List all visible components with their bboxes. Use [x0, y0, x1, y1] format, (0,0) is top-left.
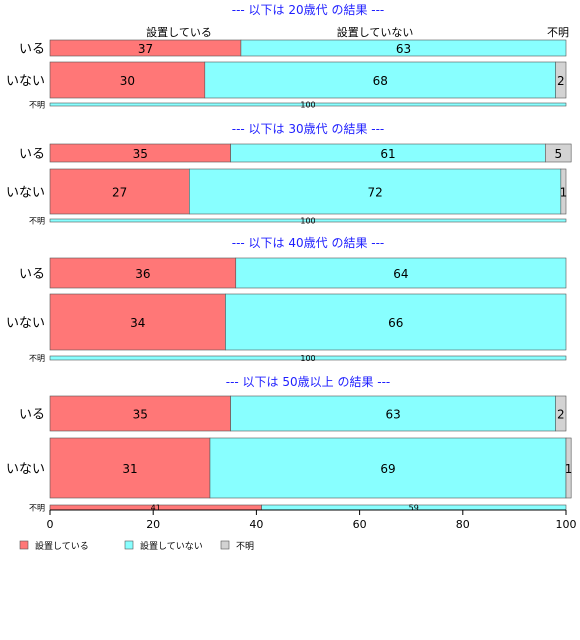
data-label-3-2-2: 66 [388, 316, 403, 330]
bar-segment-2-1-3 [545, 143, 572, 163]
data-label-2-3-2: 100 [300, 217, 315, 226]
data-label-3-1-2: 64 [393, 267, 408, 281]
data-label-1-2-3: 2 [557, 74, 565, 88]
bar-segment-4-1-1 [49, 395, 231, 432]
bar-segment-2-2-2 [189, 168, 562, 215]
data-label-2-1-1: 35 [133, 147, 148, 161]
data-label-1-3-2: 100 [300, 101, 315, 110]
bar-segment-4-2-1 [49, 437, 211, 499]
x-tick-label-60: 60 [353, 518, 367, 531]
row-label-3-1: いる [19, 267, 45, 282]
bar-segment-3-1-1 [49, 257, 237, 289]
bar-segment-4-1-2 [230, 395, 556, 432]
legend-swatch-3 [220, 540, 230, 550]
data-label-4-2-1: 31 [122, 462, 137, 476]
bar-segment-1-1-2 [240, 39, 567, 57]
data-label-4-3-2: 59 [409, 504, 419, 513]
row-label-3-2: いない [6, 316, 45, 331]
data-label-2-2-2: 72 [367, 186, 382, 200]
x-tick-label-0: 0 [47, 518, 54, 531]
data-label-2-1-3: 5 [554, 147, 562, 161]
row-label-1-2: いない [6, 74, 45, 89]
data-label-3-2-1: 34 [130, 316, 145, 330]
data-label-1-1-2: 63 [396, 42, 411, 56]
bar-segment-4-2-2 [209, 437, 567, 499]
data-label-1-2-2: 68 [373, 74, 388, 88]
data-label-4-2-3: 1 [565, 462, 573, 476]
header-label-1: 設置している [146, 25, 212, 39]
panel-title-4: --- 以下は 50歳以上 の結果 --- [226, 375, 391, 389]
bar-segment-3-2-2 [225, 293, 567, 351]
legend-label-2: 設置していない [140, 540, 203, 552]
legend-swatch-2 [124, 540, 134, 550]
data-label-1-1-1: 37 [138, 42, 153, 56]
legend-label-3: 不明 [236, 541, 254, 552]
row-label-3-3: 不明 [29, 354, 45, 363]
bar-segment-2-3-2 [49, 218, 567, 223]
bar-segment-1-2-1 [49, 61, 206, 99]
panel-title-3: --- 以下は 40歳代 の結果 --- [232, 236, 385, 250]
legend-swatch-1 [19, 540, 29, 550]
legend-label-1: 設置している [35, 540, 89, 552]
x-tick-label-100: 100 [556, 518, 577, 531]
bar-segment-3-3-2 [49, 355, 567, 361]
x-tick-label-80: 80 [456, 518, 470, 531]
row-label-4-2: いない [6, 462, 45, 477]
row-label-2-3: 不明 [29, 217, 45, 226]
data-label-1-2-1: 30 [120, 74, 135, 88]
bar-segment-2-2-3 [560, 168, 567, 215]
data-label-2-2-3: 1 [560, 186, 568, 200]
row-label-4-1: いる [19, 408, 45, 423]
data-label-4-2-2: 69 [380, 462, 395, 476]
x-tick-label-20: 20 [146, 518, 160, 531]
data-label-4-1-3: 2 [557, 408, 565, 422]
bar-segment-3-1-2 [235, 257, 567, 289]
row-label-4-3: 不明 [29, 504, 45, 513]
data-label-2-1-2: 61 [380, 147, 395, 161]
header-label-2: 設置していない [337, 25, 414, 39]
header-label-3: 不明 [547, 26, 569, 39]
bar-segment-1-2-3 [555, 61, 567, 99]
bar-segment-1-3-2 [49, 102, 567, 107]
row-label-1-3: 不明 [29, 101, 45, 110]
x-tick-label-40: 40 [249, 518, 263, 531]
row-label-2-2: いない [6, 186, 45, 201]
panel-title-2: --- 以下は 30歳代 の結果 --- [232, 122, 385, 136]
bar-segment-3-2-1 [49, 293, 226, 351]
data-label-3-1-1: 36 [135, 267, 150, 281]
data-label-4-3-1: 41 [151, 504, 161, 513]
data-label-4-1-2: 63 [385, 408, 400, 422]
panel-title-1: --- 以下は 20歳代 の結果 --- [232, 3, 385, 17]
data-label-3-3-2: 100 [300, 354, 315, 363]
data-label-2-2-1: 27 [112, 186, 127, 200]
bar-segment-4-1-3 [555, 395, 567, 432]
row-label-2-1: いる [19, 147, 45, 162]
bar-segment-4-2-3 [565, 437, 572, 499]
row-label-1-1: いる [19, 42, 45, 57]
data-label-4-1-1: 35 [133, 408, 148, 422]
